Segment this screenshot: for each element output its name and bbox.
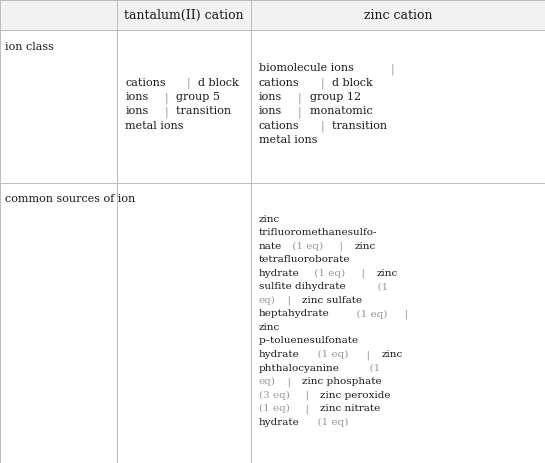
Text: metal ions: metal ions xyxy=(125,121,184,131)
Text: |: | xyxy=(281,296,297,306)
Text: cations: cations xyxy=(259,78,300,88)
Text: biomolecule ions: biomolecule ions xyxy=(259,63,354,73)
Text: group 5: group 5 xyxy=(169,92,220,102)
Text: zinc peroxide: zinc peroxide xyxy=(320,391,391,400)
Text: |: | xyxy=(165,92,168,104)
Text: d block: d block xyxy=(325,78,373,88)
Text: hydrate: hydrate xyxy=(259,418,300,427)
Text: phthalocyanine: phthalocyanine xyxy=(259,363,340,373)
Text: cations: cations xyxy=(125,78,166,88)
Text: |: | xyxy=(355,269,372,278)
Text: |: | xyxy=(165,106,168,118)
Text: zinc: zinc xyxy=(381,350,402,359)
Text: |: | xyxy=(299,391,316,400)
Text: eq): eq) xyxy=(259,296,276,305)
Text: |: | xyxy=(187,78,190,89)
Text: ions: ions xyxy=(259,92,282,102)
Text: tetrafluoroborate: tetrafluoroborate xyxy=(259,255,350,264)
Text: eq): eq) xyxy=(259,377,276,386)
Text: |: | xyxy=(398,309,409,319)
Text: hydrate: hydrate xyxy=(259,350,300,359)
Text: |: | xyxy=(298,106,301,118)
Text: cations: cations xyxy=(259,121,300,131)
Text: p–toluenesulfonate: p–toluenesulfonate xyxy=(259,337,359,345)
Text: zinc: zinc xyxy=(259,323,280,332)
Text: |: | xyxy=(390,63,394,75)
Text: |: | xyxy=(360,350,376,360)
Text: |: | xyxy=(320,78,324,89)
Text: |: | xyxy=(299,404,316,414)
Text: trifluoromethanesulfo-: trifluoromethanesulfo- xyxy=(259,228,377,237)
Text: monatomic: monatomic xyxy=(302,106,372,117)
Text: d block: d block xyxy=(191,78,239,88)
Text: zinc: zinc xyxy=(354,242,376,250)
Bar xyxy=(0,0,545,30)
Text: zinc: zinc xyxy=(259,215,280,224)
Text: zinc nitrate: zinc nitrate xyxy=(320,404,380,413)
Text: ions: ions xyxy=(125,92,149,102)
Text: (1: (1 xyxy=(371,282,388,291)
Text: group 12: group 12 xyxy=(302,92,361,102)
Text: (1 eq): (1 eq) xyxy=(311,269,346,278)
Text: |: | xyxy=(281,377,297,387)
Text: |: | xyxy=(320,121,324,132)
Text: heptahydrate: heptahydrate xyxy=(259,309,330,319)
Text: zinc cation: zinc cation xyxy=(364,8,432,22)
Text: nate: nate xyxy=(259,242,282,250)
Text: hydrate: hydrate xyxy=(259,269,300,278)
Text: (1 eq): (1 eq) xyxy=(259,404,290,413)
Text: (1 eq): (1 eq) xyxy=(311,418,349,427)
Text: ion class: ion class xyxy=(5,42,55,52)
Text: zinc phosphate: zinc phosphate xyxy=(302,377,381,386)
Text: ions: ions xyxy=(259,106,282,117)
Text: sulfite dihydrate: sulfite dihydrate xyxy=(259,282,346,291)
Text: zinc sulfate: zinc sulfate xyxy=(302,296,362,305)
Text: |: | xyxy=(333,242,349,251)
Text: (1: (1 xyxy=(363,363,380,373)
Text: ions: ions xyxy=(125,106,149,117)
Text: transition: transition xyxy=(169,106,231,117)
Text: transition: transition xyxy=(325,121,387,131)
Text: (1 eq): (1 eq) xyxy=(350,309,387,319)
Text: common sources of ion: common sources of ion xyxy=(5,194,136,205)
Text: (1 eq): (1 eq) xyxy=(311,350,349,359)
Text: tantalum(II) cation: tantalum(II) cation xyxy=(124,8,244,22)
Text: (1 eq): (1 eq) xyxy=(289,242,323,251)
Text: |: | xyxy=(298,92,301,104)
Text: (3 eq): (3 eq) xyxy=(259,391,290,400)
Text: zinc: zinc xyxy=(377,269,398,278)
Text: metal ions: metal ions xyxy=(259,135,317,145)
